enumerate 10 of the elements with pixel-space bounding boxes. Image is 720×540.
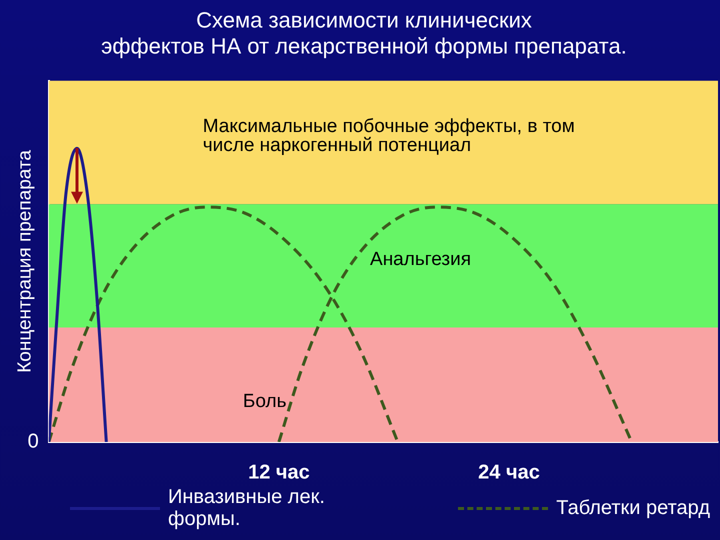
x-tick-label: 24 час	[478, 462, 540, 484]
band-label: Максимальные побочные эффекты, в том числе наркогенный потенциал	[202, 116, 575, 156]
band-label: Анальгезия	[370, 248, 472, 270]
legend-label: Таблетки ретард	[556, 497, 710, 519]
legend-label: Инвазивные лек. формы.	[168, 486, 326, 530]
text: 0	[28, 430, 39, 453]
band-label: Боль	[242, 391, 287, 412]
chart-title: Схема зависимости клинических эффектов НА от лекарственной формы препарата.	[101, 7, 627, 59]
x-tick-label: 12 час	[248, 462, 310, 484]
y-axis-title: Концентрация препарата	[14, 150, 36, 373]
